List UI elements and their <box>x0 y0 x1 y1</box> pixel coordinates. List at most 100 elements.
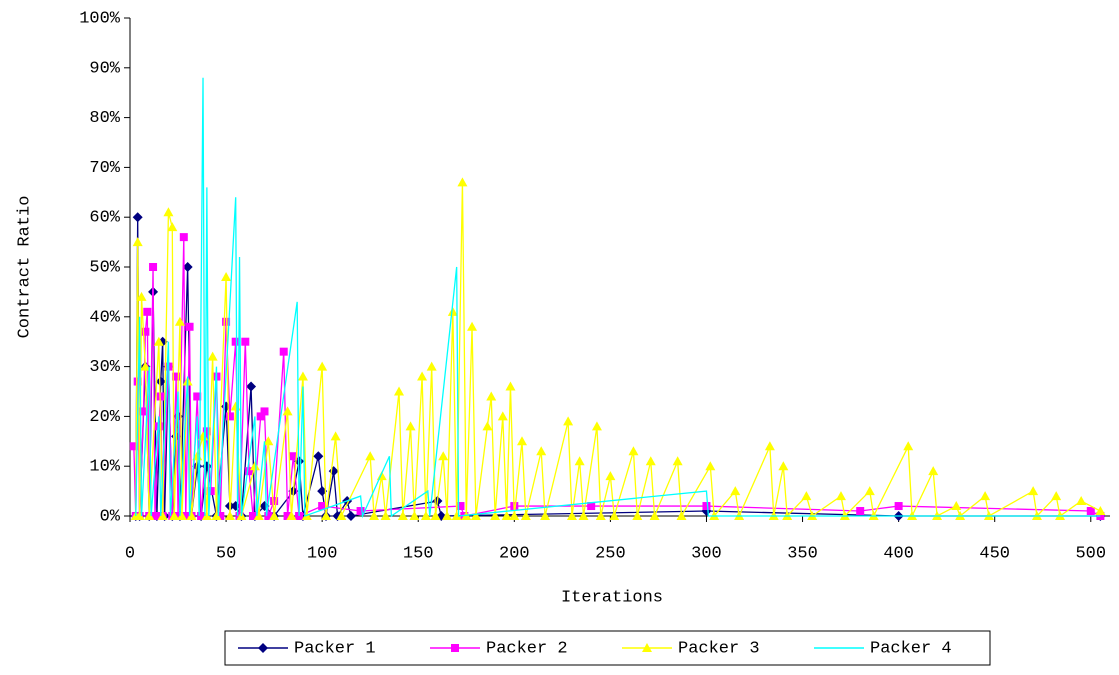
marker <box>328 466 339 477</box>
marker <box>264 512 273 520</box>
marker <box>132 237 143 247</box>
marker <box>676 511 687 520</box>
y-tick-label: 70% <box>89 159 120 178</box>
marker <box>405 421 416 431</box>
marker <box>438 451 449 461</box>
marker <box>185 322 194 331</box>
y-tick-label: 80% <box>89 109 120 128</box>
marker <box>182 262 193 272</box>
x-tick-label: 150 <box>403 544 434 563</box>
marker <box>649 511 660 520</box>
marker <box>249 461 260 471</box>
marker <box>447 306 458 316</box>
marker <box>155 376 166 387</box>
marker <box>632 511 643 520</box>
y-tick-label: 50% <box>89 258 120 277</box>
marker <box>141 327 150 336</box>
legend-marker <box>258 643 268 653</box>
legend-marker <box>451 644 459 652</box>
series-line <box>133 237 1101 517</box>
legend-label: Packer 4 <box>870 639 952 658</box>
marker <box>778 461 789 471</box>
y-tick-label: 30% <box>89 358 120 377</box>
marker <box>482 421 493 431</box>
series-line <box>135 77 1101 519</box>
marker <box>282 406 293 416</box>
marker <box>457 177 468 187</box>
marker <box>174 316 185 326</box>
marker <box>705 461 716 471</box>
marker <box>1028 486 1039 496</box>
marker <box>253 511 264 520</box>
x-tick-label: 100 <box>307 544 338 563</box>
marker <box>451 511 462 520</box>
y-tick-label: 100% <box>79 9 121 28</box>
marker <box>201 461 212 472</box>
marker <box>230 401 241 411</box>
marker <box>540 511 551 520</box>
x-tick-label: 350 <box>787 544 818 563</box>
marker <box>260 407 269 416</box>
marker <box>136 291 147 301</box>
marker <box>256 412 265 421</box>
marker <box>835 491 846 501</box>
marker <box>216 512 225 520</box>
x-tick-label: 50 <box>216 544 236 563</box>
marker <box>330 431 341 441</box>
marker <box>566 511 577 520</box>
marker <box>150 512 159 520</box>
x-tick-label: 450 <box>979 544 1010 563</box>
legend-label: Packer 2 <box>486 639 568 658</box>
marker <box>270 497 279 506</box>
marker <box>702 502 711 511</box>
marker <box>222 317 231 326</box>
marker <box>951 501 962 511</box>
marker <box>224 511 235 520</box>
marker <box>1051 491 1062 501</box>
marker <box>225 412 234 421</box>
marker <box>231 337 240 346</box>
marker <box>501 511 512 520</box>
marker <box>801 491 812 501</box>
marker <box>202 427 211 436</box>
marker <box>134 511 145 520</box>
x-tick-label: 400 <box>883 544 914 563</box>
marker <box>420 511 431 520</box>
marker <box>536 446 547 456</box>
marker <box>1086 507 1095 516</box>
marker <box>181 512 190 520</box>
y-tick-label: 20% <box>89 408 120 427</box>
y-axis-label: Contract Ratio <box>15 196 34 339</box>
marker <box>856 507 865 516</box>
x-axis-label: Iterations <box>561 588 663 607</box>
marker <box>397 511 408 520</box>
marker <box>903 441 914 451</box>
marker <box>132 212 143 223</box>
marker <box>201 511 212 520</box>
y-tick-label: 40% <box>89 308 120 327</box>
marker <box>490 511 501 520</box>
marker <box>197 512 206 520</box>
marker <box>318 502 327 511</box>
marker <box>928 466 939 476</box>
marker <box>157 511 168 520</box>
y-tick-label: 10% <box>89 458 120 477</box>
marker <box>345 511 356 521</box>
marker <box>221 271 232 281</box>
marker <box>417 371 428 381</box>
marker <box>356 507 365 516</box>
marker <box>279 347 288 356</box>
marker <box>456 502 465 511</box>
y-tick-label: 60% <box>89 209 120 228</box>
marker <box>730 486 741 496</box>
marker <box>139 407 148 416</box>
marker <box>163 207 174 217</box>
marker <box>430 511 441 520</box>
marker <box>297 371 308 381</box>
marker <box>317 361 328 371</box>
marker <box>283 512 292 520</box>
marker <box>248 512 257 520</box>
marker <box>365 451 376 461</box>
marker <box>505 381 516 391</box>
